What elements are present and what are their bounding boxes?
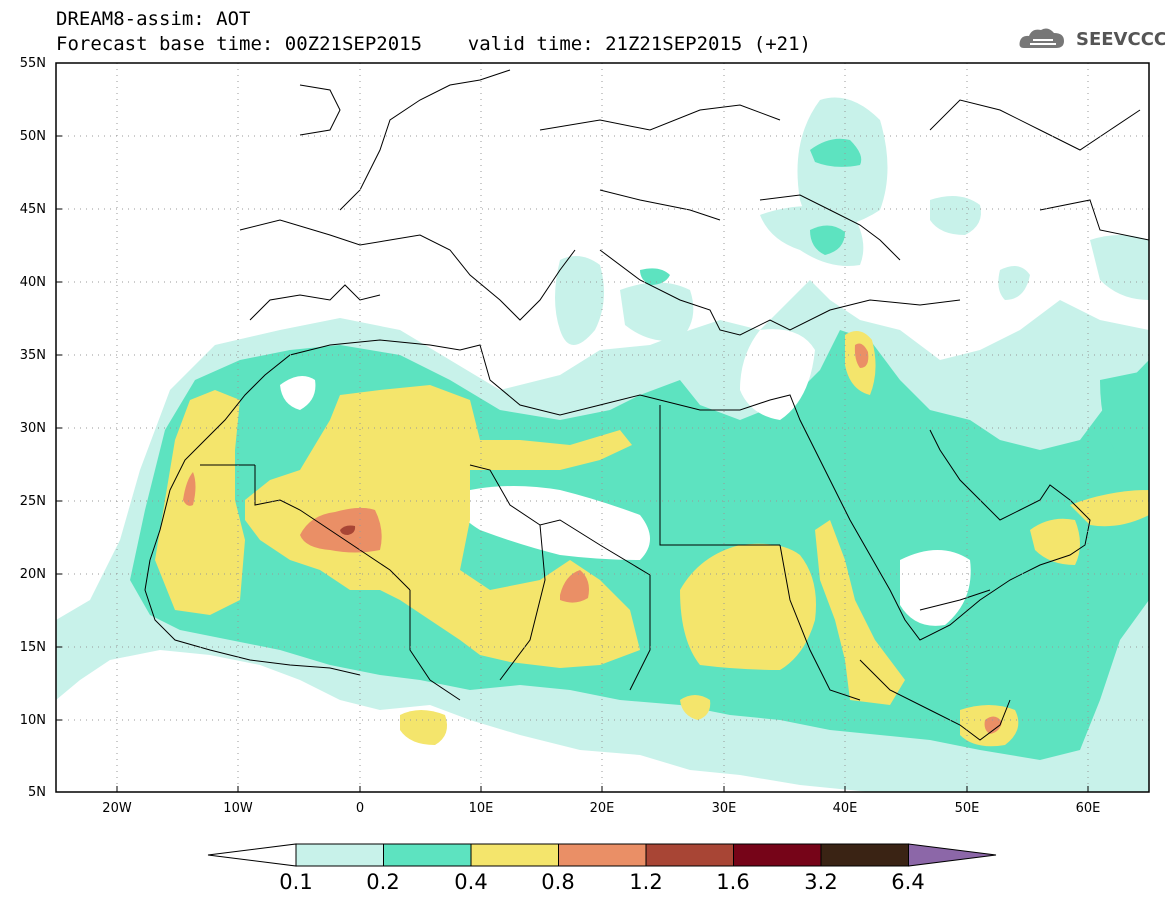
lat-label: 5N <box>28 785 46 800</box>
colorbar-swatch-0.8 <box>558 843 647 867</box>
colorbar-label: 6.4 <box>891 870 925 894</box>
lon-label: 50E <box>954 801 980 816</box>
lon-label: 30E <box>711 801 737 816</box>
colorbar-swatch-0.4 <box>470 843 559 867</box>
colorbar-swatch-3.2 <box>820 843 909 867</box>
graticule <box>56 63 1149 792</box>
lat-label: 15N <box>19 640 46 655</box>
map-title: DREAM8-assim: AOT <box>56 8 251 30</box>
seevccc-logo: SEEVCCC <box>1076 29 1165 50</box>
colorbar-swatch-1.6 <box>733 843 822 867</box>
lat-label: 35N <box>19 348 46 363</box>
lon-label: 40E <box>832 801 858 816</box>
lat-label: 40N <box>19 275 46 290</box>
colorbar <box>207 843 997 867</box>
lat-label: 55N <box>19 56 46 71</box>
colorbar-swatch-0.1 <box>295 843 384 867</box>
coastlines-borders <box>144 69 1149 741</box>
lon-label: 20E <box>589 801 615 816</box>
colorbar-under-arrow <box>207 843 297 867</box>
lon-label: 20W <box>102 801 132 816</box>
lon-label: 10W <box>223 801 253 816</box>
colorbar-label: 0.1 <box>279 870 313 894</box>
colorbar-over-arrow <box>908 843 997 867</box>
cloud-logo-icon <box>1019 28 1064 48</box>
colorbar-label: 1.6 <box>716 870 750 894</box>
aot-contour-0.4 <box>155 331 1149 747</box>
lat-label: 10N <box>19 713 46 728</box>
lat-label: 45N <box>19 202 46 217</box>
colorbar-label: 0.4 <box>454 870 488 894</box>
axis-ticks <box>56 135 1089 792</box>
lat-label: 50N <box>19 129 46 144</box>
colorbar-label: 3.2 <box>804 870 838 894</box>
lat-label: 30N <box>19 421 46 436</box>
colorbar-label: 1.2 <box>629 870 663 894</box>
lon-label: 10E <box>468 801 494 816</box>
colorbar-label: 0.2 <box>366 870 400 894</box>
colorbar-label: 0.8 <box>541 870 575 894</box>
forecast-time-subtitle: Forecast base time: 00Z21SEP2015 valid t… <box>56 33 811 55</box>
colorbar-swatch-0.2 <box>383 843 472 867</box>
aot-contour-1.2 <box>340 525 356 535</box>
lon-label: 60E <box>1075 801 1101 816</box>
lat-label: 20N <box>19 567 46 582</box>
colorbar-swatch-1.2 <box>645 843 734 867</box>
lat-label: 25N <box>19 494 46 509</box>
lon-label: 0 <box>355 801 365 816</box>
